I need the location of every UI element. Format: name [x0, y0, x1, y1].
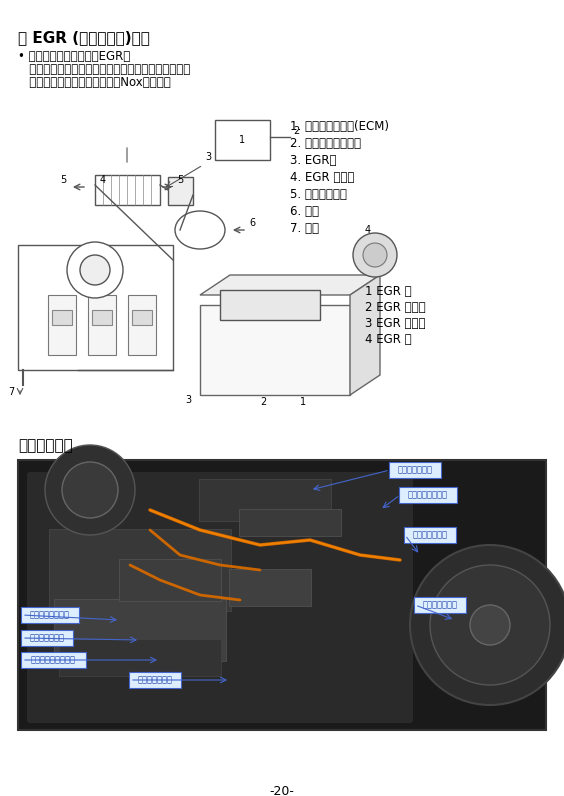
- Text: 燃油温度传感器: 燃油温度传感器: [422, 600, 457, 610]
- FancyBboxPatch shape: [129, 672, 180, 688]
- FancyBboxPatch shape: [229, 569, 311, 606]
- Text: • 废气再循环系统缩写为EGR，: • 废气再循环系统缩写为EGR，: [18, 50, 130, 63]
- FancyBboxPatch shape: [404, 527, 456, 543]
- Text: 1 EGR 管: 1 EGR 管: [365, 285, 412, 298]
- Text: 2: 2: [293, 126, 299, 136]
- Text: 4: 4: [100, 175, 106, 185]
- Text: 凸轮轴角度传感器: 凸轮轴角度传感器: [408, 490, 448, 500]
- FancyBboxPatch shape: [88, 295, 116, 355]
- FancyBboxPatch shape: [389, 462, 440, 478]
- FancyBboxPatch shape: [399, 487, 457, 503]
- Circle shape: [62, 462, 118, 518]
- FancyBboxPatch shape: [49, 529, 231, 611]
- Text: 3 EGR 适配器: 3 EGR 适配器: [365, 317, 425, 330]
- FancyBboxPatch shape: [92, 310, 112, 325]
- FancyBboxPatch shape: [21, 607, 79, 623]
- FancyBboxPatch shape: [18, 245, 173, 370]
- Polygon shape: [350, 275, 380, 395]
- Text: 7: 7: [8, 387, 14, 397]
- Text: 2: 2: [260, 397, 266, 407]
- Text: 7. 排气: 7. 排气: [290, 222, 319, 235]
- Text: 增压进气温度传感器: 增压进气温度传感器: [31, 655, 76, 665]
- Text: 1. 发动机控制模块(ECM): 1. 发动机控制模块(ECM): [290, 120, 389, 133]
- FancyBboxPatch shape: [54, 599, 226, 661]
- Polygon shape: [200, 275, 380, 295]
- FancyBboxPatch shape: [21, 630, 73, 646]
- FancyBboxPatch shape: [215, 120, 270, 160]
- Text: 机油压力传感器: 机油压力传感器: [137, 676, 172, 685]
- Text: 6: 6: [249, 218, 255, 228]
- FancyBboxPatch shape: [27, 472, 413, 723]
- FancyBboxPatch shape: [220, 290, 320, 320]
- FancyBboxPatch shape: [48, 295, 76, 355]
- Text: 5: 5: [60, 175, 66, 185]
- Text: 5. 发动机冷却液: 5. 发动机冷却液: [290, 188, 347, 201]
- FancyBboxPatch shape: [200, 305, 350, 395]
- Text: 2 EGR 冷却器: 2 EGR 冷却器: [365, 301, 426, 314]
- Text: 这样可以降低燃烧温度，限制Nox的排放。: 这样可以降低燃烧温度，限制Nox的排放。: [18, 76, 171, 89]
- Ellipse shape: [175, 211, 225, 249]
- FancyBboxPatch shape: [414, 597, 465, 613]
- Text: 3: 3: [205, 152, 211, 162]
- Circle shape: [430, 565, 550, 685]
- Text: 2. 各种传感器的输入: 2. 各种传感器的输入: [290, 137, 361, 150]
- Circle shape: [470, 605, 510, 645]
- Text: 将部分废气再循环至进气管中与进入的空气相混合。: 将部分废气再循环至进气管中与进入的空气相混合。: [18, 63, 190, 76]
- Text: 3: 3: [185, 395, 191, 405]
- FancyBboxPatch shape: [168, 177, 193, 205]
- FancyBboxPatch shape: [132, 310, 152, 325]
- FancyBboxPatch shape: [21, 652, 86, 668]
- Text: -20-: -20-: [270, 785, 294, 796]
- Circle shape: [363, 243, 387, 267]
- FancyBboxPatch shape: [59, 639, 221, 676]
- Circle shape: [45, 445, 135, 535]
- Text: 4. EGR 冷却器: 4. EGR 冷却器: [290, 171, 354, 184]
- Text: 发动机传感器: 发动机传感器: [18, 438, 73, 453]
- Text: 1: 1: [300, 397, 306, 407]
- Text: 3. EGR阀: 3. EGR阀: [290, 154, 337, 167]
- Text: 1: 1: [239, 135, 245, 145]
- Text: 5: 5: [177, 175, 183, 185]
- Circle shape: [353, 233, 397, 277]
- Text: 冷却液温度传感器: 冷却液温度传感器: [30, 611, 70, 619]
- Text: 4: 4: [365, 225, 371, 235]
- Text: 6. 进气: 6. 进气: [290, 205, 319, 218]
- Text: 共轨压力传感器: 共轨压力传感器: [29, 634, 64, 642]
- FancyBboxPatch shape: [239, 509, 341, 536]
- FancyBboxPatch shape: [199, 479, 331, 521]
- Text: 增压进气传感器: 增压进气传感器: [397, 466, 432, 474]
- FancyBboxPatch shape: [18, 460, 546, 730]
- Circle shape: [67, 242, 123, 298]
- Text: 曲轴转速传感器: 曲轴转速传感器: [412, 530, 447, 540]
- FancyBboxPatch shape: [52, 310, 72, 325]
- Circle shape: [410, 545, 564, 705]
- Text: 4 EGR 阀: 4 EGR 阀: [365, 333, 412, 346]
- Text: 冷 EGR (废气再循环)系统: 冷 EGR (废气再循环)系统: [18, 30, 150, 45]
- Circle shape: [80, 255, 110, 285]
- FancyBboxPatch shape: [95, 175, 160, 205]
- FancyBboxPatch shape: [119, 559, 221, 601]
- FancyBboxPatch shape: [128, 295, 156, 355]
